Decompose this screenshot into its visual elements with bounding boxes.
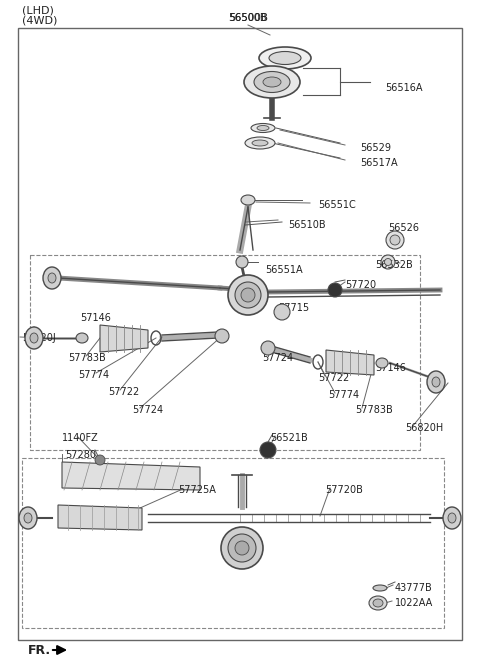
Ellipse shape <box>245 137 275 149</box>
Ellipse shape <box>257 126 269 130</box>
Ellipse shape <box>369 596 387 610</box>
Text: 1022AA: 1022AA <box>395 598 433 608</box>
Ellipse shape <box>48 273 56 283</box>
Ellipse shape <box>259 47 311 69</box>
Text: 56551A: 56551A <box>265 265 302 275</box>
Ellipse shape <box>24 513 32 523</box>
Ellipse shape <box>263 77 281 87</box>
Ellipse shape <box>269 52 301 64</box>
Ellipse shape <box>373 599 383 607</box>
Text: 57774: 57774 <box>78 370 109 380</box>
Text: (LHD): (LHD) <box>22 5 54 15</box>
Circle shape <box>260 442 276 458</box>
Text: 56517A: 56517A <box>360 158 397 168</box>
Ellipse shape <box>25 327 43 349</box>
Text: 57280: 57280 <box>65 450 96 460</box>
Circle shape <box>236 256 248 268</box>
Ellipse shape <box>376 358 388 368</box>
Text: 57774: 57774 <box>328 390 359 400</box>
Polygon shape <box>326 350 374 375</box>
Ellipse shape <box>43 267 61 289</box>
Text: 43777B: 43777B <box>395 583 433 593</box>
Ellipse shape <box>384 258 392 266</box>
Text: 56820H: 56820H <box>405 423 443 433</box>
Text: 56529: 56529 <box>360 143 391 153</box>
Ellipse shape <box>381 255 395 269</box>
Text: FR.: FR. <box>28 644 51 656</box>
Ellipse shape <box>235 282 261 308</box>
Text: 57725A: 57725A <box>178 485 216 495</box>
Ellipse shape <box>254 72 290 92</box>
Text: 56510B: 56510B <box>288 220 325 230</box>
Text: 57720: 57720 <box>345 280 376 290</box>
Ellipse shape <box>241 195 255 205</box>
Ellipse shape <box>221 527 263 569</box>
Text: 57783B: 57783B <box>355 405 393 415</box>
Polygon shape <box>58 505 142 530</box>
Ellipse shape <box>76 333 88 343</box>
Ellipse shape <box>30 333 38 343</box>
Text: 57724: 57724 <box>132 405 163 415</box>
Ellipse shape <box>373 585 387 591</box>
Ellipse shape <box>427 371 445 393</box>
Ellipse shape <box>241 288 255 302</box>
Circle shape <box>328 283 342 297</box>
Text: 57722: 57722 <box>108 387 139 397</box>
Circle shape <box>274 304 290 320</box>
Polygon shape <box>62 462 200 490</box>
Circle shape <box>215 329 229 343</box>
Text: 56500B: 56500B <box>228 13 268 23</box>
Text: 57722: 57722 <box>318 373 349 383</box>
Text: (4WD): (4WD) <box>22 15 58 25</box>
Ellipse shape <box>19 507 37 529</box>
Text: 56521B: 56521B <box>270 433 308 443</box>
Circle shape <box>261 341 275 355</box>
Text: 56526: 56526 <box>388 223 419 233</box>
Text: 1140FZ: 1140FZ <box>62 433 99 443</box>
Text: 57720B: 57720B <box>325 485 363 495</box>
Text: 57715: 57715 <box>278 303 309 313</box>
Polygon shape <box>100 325 148 352</box>
Ellipse shape <box>252 140 268 146</box>
Text: 56516A: 56516A <box>385 83 422 93</box>
Circle shape <box>95 455 105 465</box>
Text: 57146: 57146 <box>375 363 406 373</box>
Text: 56500B: 56500B <box>229 13 267 23</box>
Ellipse shape <box>390 235 400 245</box>
Text: 56551C: 56551C <box>318 200 356 210</box>
Bar <box>30 255 420 450</box>
Ellipse shape <box>228 534 256 562</box>
Ellipse shape <box>244 66 300 98</box>
Ellipse shape <box>432 377 440 387</box>
Text: 56532B: 56532B <box>375 260 413 270</box>
Ellipse shape <box>386 231 404 249</box>
Ellipse shape <box>443 507 461 529</box>
Text: 56820J: 56820J <box>22 333 56 343</box>
Text: 57146: 57146 <box>80 313 111 323</box>
Ellipse shape <box>448 513 456 523</box>
Text: 57783B: 57783B <box>68 353 106 363</box>
Ellipse shape <box>251 124 275 132</box>
Ellipse shape <box>235 541 249 555</box>
Bar <box>22 458 444 628</box>
Ellipse shape <box>228 275 268 315</box>
Text: 57724: 57724 <box>262 353 293 363</box>
